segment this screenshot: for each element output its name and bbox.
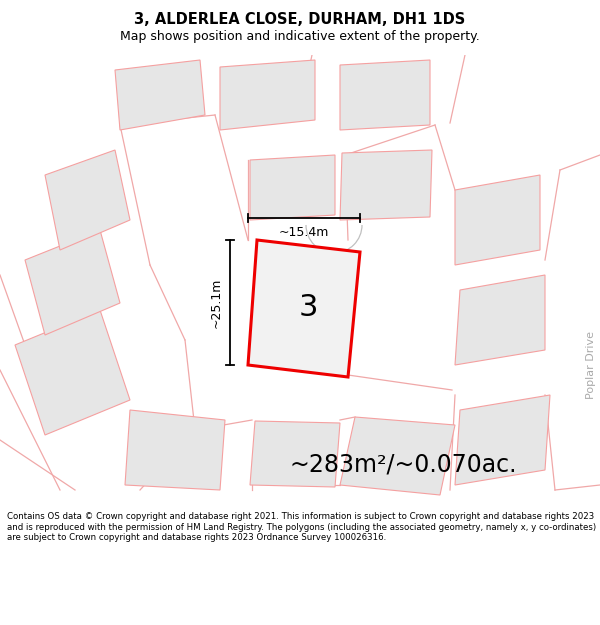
Polygon shape [250, 155, 335, 220]
Polygon shape [455, 395, 550, 485]
Polygon shape [455, 275, 545, 365]
Polygon shape [125, 410, 225, 490]
Polygon shape [250, 421, 340, 487]
Polygon shape [15, 310, 130, 435]
Text: Contains OS data © Crown copyright and database right 2021. This information is : Contains OS data © Crown copyright and d… [7, 512, 596, 542]
Text: 3: 3 [298, 294, 318, 322]
Text: Poplar Drive: Poplar Drive [586, 331, 596, 399]
Polygon shape [340, 150, 432, 220]
Polygon shape [340, 417, 455, 495]
Text: ~15.4m: ~15.4m [279, 226, 329, 239]
Text: 3, ALDERLEA CLOSE, DURHAM, DH1 1DS: 3, ALDERLEA CLOSE, DURHAM, DH1 1DS [134, 12, 466, 27]
Polygon shape [220, 60, 315, 130]
Polygon shape [45, 150, 130, 250]
Polygon shape [25, 230, 120, 335]
Text: Map shows position and indicative extent of the property.: Map shows position and indicative extent… [120, 30, 480, 43]
Polygon shape [115, 60, 205, 130]
Polygon shape [455, 175, 540, 265]
Text: ~25.1m: ~25.1m [209, 278, 223, 328]
Polygon shape [248, 240, 360, 377]
Text: ~283m²/~0.070ac.: ~283m²/~0.070ac. [290, 453, 517, 477]
Polygon shape [340, 60, 430, 130]
